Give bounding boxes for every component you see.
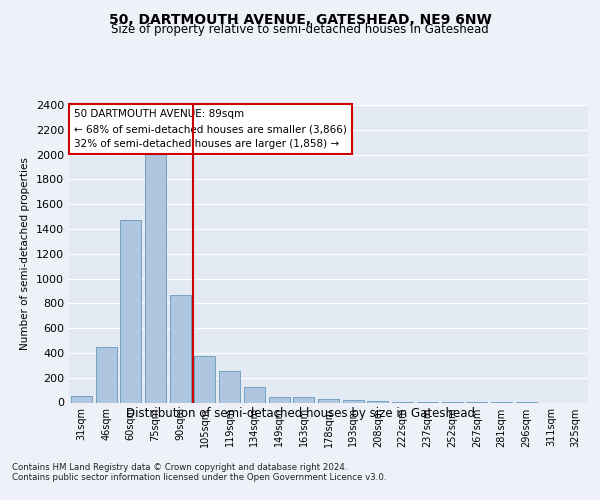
Text: Distribution of semi-detached houses by size in Gateshead: Distribution of semi-detached houses by … [125, 408, 475, 420]
Bar [219, 371, 240, 402]
Bar [269, 397, 290, 402]
Text: Contains HM Land Registry data © Crown copyright and database right 2024.: Contains HM Land Registry data © Crown c… [12, 462, 347, 471]
Bar [71, 396, 92, 402]
Bar [170, 294, 191, 403]
Text: 50 DARTMOUTH AVENUE: 89sqm
← 68% of semi-detached houses are smaller (3,866)
32%: 50 DARTMOUTH AVENUE: 89sqm ← 68% of semi… [74, 110, 347, 149]
Text: Contains public sector information licensed under the Open Government Licence v3: Contains public sector information licen… [12, 472, 386, 482]
Y-axis label: Number of semi-detached properties: Number of semi-detached properties [20, 158, 31, 350]
Bar [244, 387, 265, 402]
Bar [120, 220, 141, 402]
Bar [145, 124, 166, 402]
Text: 50, DARTMOUTH AVENUE, GATESHEAD, NE9 6NW: 50, DARTMOUTH AVENUE, GATESHEAD, NE9 6NW [109, 12, 491, 26]
Bar [343, 400, 364, 402]
Bar [95, 346, 116, 403]
Bar [194, 356, 215, 403]
Bar [318, 399, 339, 402]
Bar [293, 397, 314, 402]
Text: Size of property relative to semi-detached houses in Gateshead: Size of property relative to semi-detach… [111, 24, 489, 36]
